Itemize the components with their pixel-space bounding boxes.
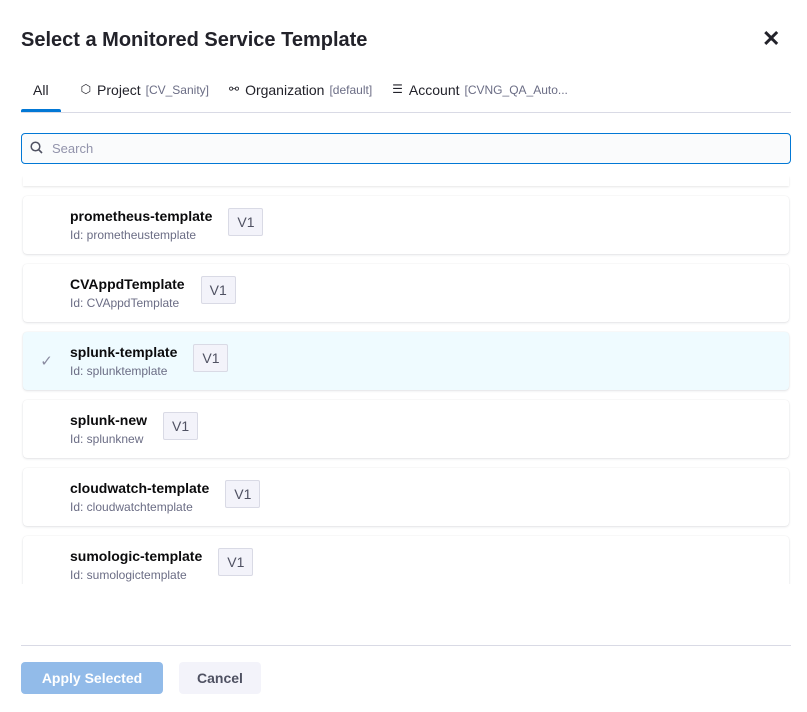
version-badge: V1 [200, 276, 236, 304]
close-icon[interactable]: ✕ [762, 26, 781, 51]
template-name: sumologic-template [70, 548, 203, 564]
dialog-title: Select a Monitored Service Template [21, 29, 368, 51]
tab-organization[interactable]: ⚯ Organization [default] [229, 76, 372, 112]
cube-icon: ⬡ [80, 82, 92, 96]
template-id: Id: splunknew [70, 432, 144, 446]
version-badge: V1 [228, 208, 264, 236]
template-id: Id: prometheustemplate [70, 228, 197, 242]
template-name: CVAppdTemplate [70, 276, 185, 292]
template-card[interactable]: ✓ splunk-template Id: splunktemplate V1 [23, 332, 789, 390]
template-card[interactable]: splunk-new Id: splunknew V1 [23, 400, 789, 458]
template-info: prometheus-template Id: prometheustemplat… [70, 208, 212, 242]
tab-scope: [CV_Sanity] [145, 83, 209, 97]
template-info: cloudwatch-template Id: cloudwatchtemplat… [70, 480, 209, 514]
template-card[interactable]: CVAppdTemplate Id: CVAppdTemplate V1 [23, 264, 789, 322]
template-name: splunk-new [70, 412, 148, 428]
tab-account[interactable]: ☰ Account [CVNG_QA_Auto... [392, 76, 568, 112]
template-info: splunk-new Id: splunknew [70, 412, 147, 446]
template-info: CVAppdTemplate Id: CVAppdTemplate [70, 276, 185, 310]
apply-selected-button[interactable]: Apply Selected [21, 662, 163, 694]
template-card[interactable]: prometheus-template Id: prometheustemplat… [23, 196, 789, 254]
footer-divider [21, 645, 791, 646]
tab-label: Project [97, 82, 141, 98]
card-edge [23, 176, 789, 186]
version-badge: V1 [218, 548, 254, 576]
template-card[interactable]: cloudwatch-template Id: cloudwatchtemplat… [23, 468, 789, 526]
template-card[interactable]: sumologic-template Id: sumologictemplate … [23, 536, 789, 584]
template-name: cloudwatch-template [70, 480, 210, 496]
search-input[interactable] [52, 141, 752, 156]
template-id: Id: splunktemplate [70, 364, 168, 378]
template-info: splunk-template Id: splunktemplate [70, 344, 177, 378]
tab-all[interactable]: All [21, 76, 61, 112]
version-badge: V1 [225, 480, 261, 508]
version-badge: V1 [193, 344, 229, 372]
check-icon: ✓ [40, 353, 53, 370]
tab-scope: [default] [329, 83, 373, 97]
scope-tabs: All ⬡ Project [CV_Sanity] ⚯ Organization [de… [21, 76, 791, 113]
hierarchy-icon: ⚯ [229, 82, 240, 96]
template-id: Id: cloudwatchtemplate [70, 500, 193, 514]
template-name: prometheus-template [70, 208, 213, 224]
tab-project[interactable]: ⬡ Project [CV_Sanity] [81, 76, 209, 112]
layers-icon: ☰ [392, 82, 403, 96]
tab-label: Account [408, 82, 460, 98]
search-icon [30, 140, 44, 157]
tab-scope: [CVNG_QA_Auto... [464, 83, 568, 97]
search-box [21, 133, 791, 164]
template-id: Id: CVAppdTemplate [70, 296, 180, 310]
template-info: sumologic-template Id: sumologictemplate [70, 548, 202, 582]
template-name: splunk-template [70, 344, 178, 360]
tab-label: Organization [245, 82, 325, 98]
template-list[interactable]: prometheus-template Id: prometheustemplat… [21, 176, 791, 584]
cancel-button[interactable]: Cancel [179, 662, 261, 694]
version-badge: V1 [163, 412, 199, 440]
tab-label: All [33, 82, 49, 98]
template-id: Id: sumologictemplate [70, 568, 187, 582]
